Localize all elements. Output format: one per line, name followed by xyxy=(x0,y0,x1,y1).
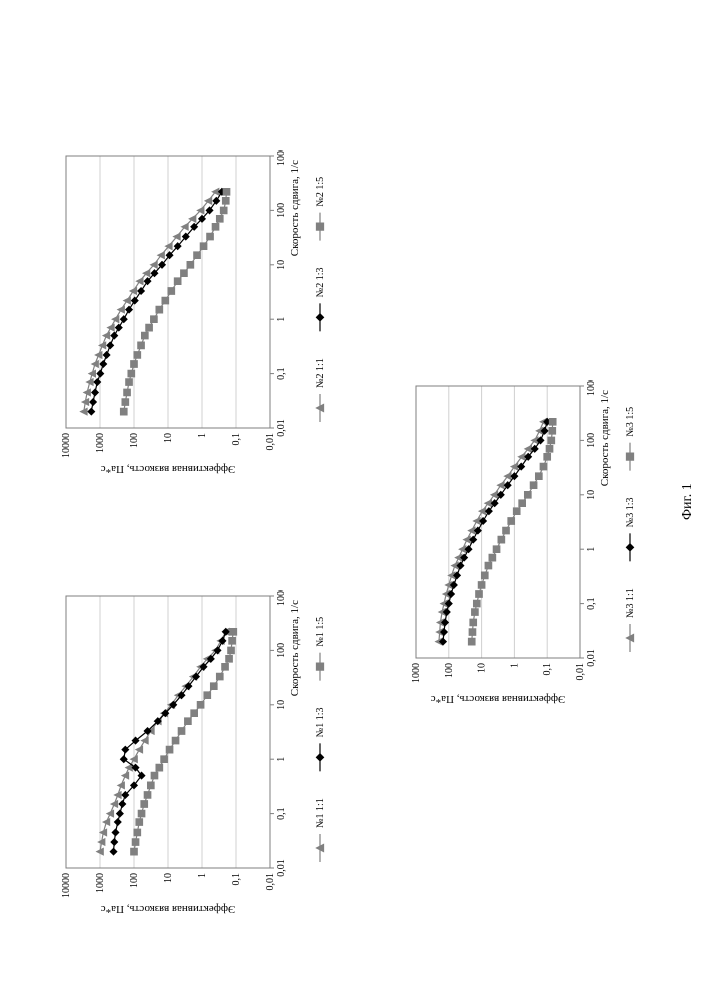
xtick-label: 100 xyxy=(276,203,287,218)
ytick-label: 0,01 xyxy=(265,873,276,891)
ytick-label: 100 xyxy=(129,873,140,888)
rotated-canvas: 0,01 0,1 1 10 100 1000 10000 0,01 0,1 1 10 100 1000 Э… xyxy=(0,0,707,1000)
chart-p3: 0,01 0,1 1 10 100 1000 0,01 0,1 1 10 100 1000 Эффект… xyxy=(410,380,656,710)
y-axis-label: Эффективная вязкость, Па*с xyxy=(101,903,236,915)
chart-p1: 0,01 0,1 1 10 100 1000 10000 0,01 0,1 1 10 100 1000 Э… xyxy=(60,590,346,920)
xtick-label: 1000 xyxy=(276,150,287,166)
xtick-label: 1000 xyxy=(586,380,597,396)
panel-p3: 0,01 0,1 1 10 100 1000 0,01 0,1 1 10 100 1000 Эффект… xyxy=(410,380,661,710)
ytick-label: 0,1 xyxy=(542,663,553,676)
xtick-label: 0,1 xyxy=(276,367,287,380)
panel-p1: 0,01 0,1 1 10 100 1000 10000 0,01 0,1 1 10 100 1000 Э… xyxy=(60,590,351,920)
xtick-label: 1 xyxy=(586,547,597,552)
xtick-label: 10 xyxy=(276,260,287,270)
xtick-label: 0,01 xyxy=(586,649,597,667)
chart-p2: 0,01 0,1 1 10 100 1000 10000 0,01 0,1 1 10 100 1000 Э… xyxy=(60,150,346,480)
legend-label: №1 1:3 xyxy=(315,708,326,738)
xtick-label: 0,1 xyxy=(586,597,597,610)
y-axis-label: Эффективная вязкость, Па*с xyxy=(431,693,566,705)
x-axis-label: Скорость сдвига, 1/с xyxy=(289,160,301,256)
legend-label: №3 1:3 xyxy=(625,498,636,528)
ytick-label: 0,01 xyxy=(265,433,276,451)
y-axis-label: Эффективная вязкость, Па*с xyxy=(101,463,236,475)
xtick-label: 100 xyxy=(586,433,597,448)
panel-p2: 0,01 0,1 1 10 100 1000 10000 0,01 0,1 1 10 100 1000 Э… xyxy=(60,150,351,480)
ytick-label: 100 xyxy=(444,663,455,678)
legend-label: №2 1:1 xyxy=(315,358,326,388)
legend-label: №2 1:5 xyxy=(315,177,326,207)
ytick-label: 0,1 xyxy=(231,433,242,446)
legend-label: №2 1:3 xyxy=(315,268,326,298)
xtick-label: 10 xyxy=(276,700,287,710)
ytick-label: 1 xyxy=(197,873,208,878)
x-axis-label: Скорость сдвига, 1/с xyxy=(599,390,611,486)
ytick-label: 10000 xyxy=(61,873,72,898)
ytick-label: 1000 xyxy=(95,433,106,453)
x-axis-label: Скорость сдвига, 1/с xyxy=(289,600,301,696)
legend-label: №1 1:5 xyxy=(315,617,326,647)
xtick-label: 100 xyxy=(276,643,287,658)
xtick-label: 0,01 xyxy=(276,419,287,437)
legend-label: №1 1:1 xyxy=(315,798,326,828)
ytick-label: 10 xyxy=(163,873,174,883)
ytick-label: 0,01 xyxy=(575,663,586,681)
ytick-label: 1 xyxy=(509,663,520,668)
ytick-label: 10 xyxy=(477,663,488,673)
xtick-label: 0,1 xyxy=(276,807,287,820)
ytick-label: 10000 xyxy=(61,433,72,458)
ytick-label: 0,1 xyxy=(231,873,242,886)
ytick-label: 1000 xyxy=(411,663,422,683)
figure-caption: Фиг. 1 xyxy=(680,483,696,520)
legend-label: №3 1:5 xyxy=(625,407,636,437)
legend-label: №3 1:1 xyxy=(625,588,636,618)
ytick-label: 1 xyxy=(197,433,208,438)
xtick-label: 10 xyxy=(586,490,597,500)
xtick-label: 1000 xyxy=(276,590,287,606)
xtick-label: 0,01 xyxy=(276,859,287,877)
xtick-label: 1 xyxy=(276,757,287,762)
ytick-label: 1000 xyxy=(95,873,106,893)
xtick-label: 1 xyxy=(276,317,287,322)
ytick-label: 100 xyxy=(129,433,140,448)
ytick-label: 10 xyxy=(163,433,174,443)
